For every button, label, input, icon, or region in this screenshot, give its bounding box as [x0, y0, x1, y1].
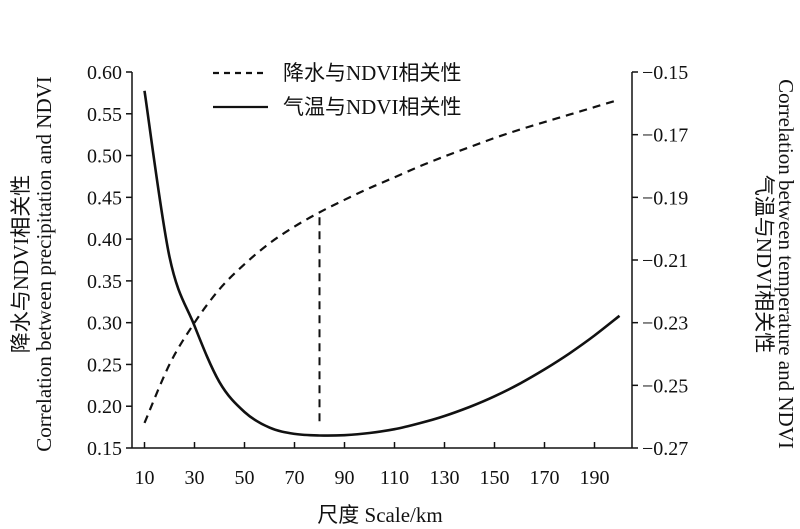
- x-tick-label: 170: [530, 467, 560, 489]
- chart-ticks: 10 30 50 70 90 110 130 150 170 190 0.15 0.20 0.25 0.3…: [87, 62, 688, 489]
- x-tick-label: 110: [380, 467, 409, 489]
- y2-tick-label: −0.19: [642, 187, 688, 209]
- y-axis-title-en: Correlation between precipitation and ND…: [32, 76, 56, 452]
- chart-axes: [131, 72, 633, 449]
- y-tick-label: 0.30: [87, 313, 122, 335]
- y2-tick-label: −0.21: [642, 250, 688, 272]
- y-tick-label: 0.15: [87, 438, 122, 460]
- y-tick-label: 0.20: [87, 396, 122, 418]
- x-axis-title: 尺度 Scale/km: [317, 503, 442, 527]
- y2-tick-label: −0.15: [642, 62, 688, 84]
- y-tick-label: 0.50: [87, 146, 122, 168]
- y2-tick-label: −0.25: [642, 375, 688, 397]
- x-tick-label: 30: [185, 467, 205, 489]
- y2-tick-label: −0.17: [642, 125, 688, 147]
- x-tick-label: 50: [235, 467, 255, 489]
- temperature-correlation-line: [143, 90, 621, 437]
- legend-label: 气温与NDVI相关性: [283, 95, 462, 119]
- y2-tick-label: −0.27: [642, 438, 688, 460]
- y-tick-label: 0.35: [87, 271, 122, 293]
- y-tick-label: 0.40: [87, 229, 122, 251]
- x-tick-label: 130: [430, 467, 460, 489]
- y2-axis-title-cn: 气温与NDVI相关性: [752, 175, 776, 354]
- y2-axis-title-en: Correlation between temperature and NDVI: [774, 79, 798, 449]
- y-tick-label: 0.25: [87, 354, 122, 376]
- x-tick-label: 10: [135, 467, 155, 489]
- legend-label: 降水与NDVI相关性: [283, 61, 462, 85]
- y-tick-label: 0.45: [87, 187, 122, 209]
- y-tick-label: 0.60: [87, 62, 122, 84]
- x-tick-label: 70: [285, 467, 305, 489]
- chart-series: [143, 90, 621, 437]
- precipitation-correlation-line: [143, 98, 620, 424]
- x-tick-label: 190: [580, 467, 610, 489]
- x-tick-label: 150: [480, 467, 510, 489]
- y-axis-title-cn: 降水与NDVI相关性: [9, 175, 33, 354]
- x-tick-label: 90: [335, 467, 355, 489]
- y2-tick-label: −0.23: [642, 313, 688, 335]
- y-tick-label: 0.55: [87, 104, 122, 126]
